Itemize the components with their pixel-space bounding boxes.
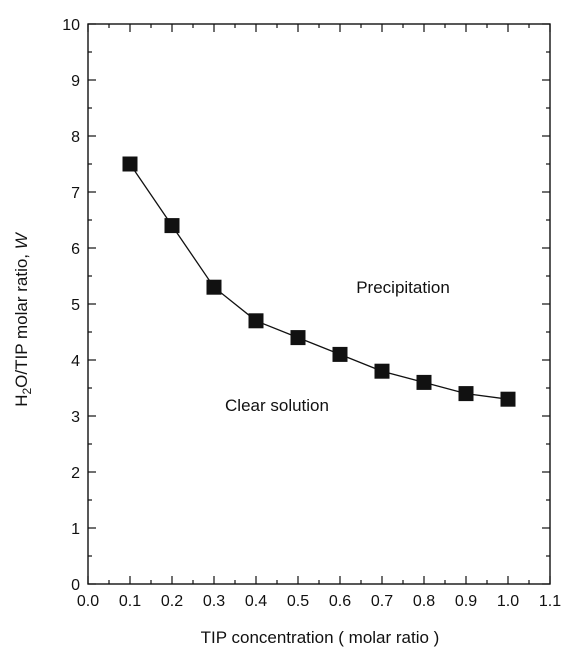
y-axis-label-subscript: 2 <box>20 388 34 395</box>
x-tick-label: 0.1 <box>119 593 141 610</box>
y-tick-label: 3 <box>71 409 80 426</box>
x-tick-label: 0.9 <box>455 593 477 610</box>
y-tick-label: 1 <box>71 521 80 538</box>
x-tick-label: 0.4 <box>245 593 267 610</box>
annotation-precipitation: Precipitation <box>356 278 450 297</box>
y-tick-label: 0 <box>71 577 80 594</box>
data-point <box>164 218 180 234</box>
data-point <box>416 374 432 390</box>
annotation-clear-solution: Clear solution <box>225 396 329 415</box>
y-tick-labels: 0 1 2 3 4 5 6 7 8 9 10 <box>62 17 80 594</box>
x-tick-label: 0.3 <box>203 593 225 610</box>
data-point <box>458 386 474 402</box>
y-tick-label: 10 <box>62 17 80 34</box>
y-axis-label: H2O/TIP molar ratio, W <box>12 231 34 407</box>
y-axis-label-prefix: H <box>12 395 31 407</box>
y-tick-label: 9 <box>71 73 80 90</box>
x-tick-labels: 0.0 0.1 0.2 0.3 0.4 0.5 0.6 0.7 0.8 0.9 1.0 1.1 <box>77 593 561 610</box>
plot-frame <box>87 23 551 585</box>
y-tick-label: 5 <box>71 297 80 314</box>
x-tick-label: 0.2 <box>161 593 183 610</box>
axis-ticks <box>87 23 551 585</box>
data-point <box>374 363 390 379</box>
data-point <box>122 156 138 172</box>
x-tick-label: 1.1 <box>539 593 561 610</box>
x-tick-label: 0.0 <box>77 593 99 610</box>
y-axis-label-middle: O/TIP molar ratio, <box>12 249 31 388</box>
y-tick-label: 6 <box>71 241 80 258</box>
data-point <box>332 346 348 362</box>
y-tick-label: 4 <box>71 353 80 370</box>
data-point <box>248 313 264 329</box>
data-point <box>290 330 306 346</box>
series-line <box>129 163 509 400</box>
x-tick-label: 1.0 <box>497 593 519 610</box>
x-tick-label: 0.8 <box>413 593 435 610</box>
x-tick-label: 0.6 <box>329 593 351 610</box>
x-tick-label: 0.7 <box>371 593 393 610</box>
y-tick-label: 2 <box>71 465 80 482</box>
y-tick-label: 7 <box>71 185 80 202</box>
x-axis-label: TIP concentration ( molar ratio ) <box>201 628 440 647</box>
x-tick-label: 0.5 <box>287 593 309 610</box>
data-markers <box>122 156 516 407</box>
y-axis-label-italic: W <box>12 231 31 249</box>
data-point <box>206 279 222 295</box>
data-point <box>500 391 516 407</box>
y-tick-label: 8 <box>71 129 80 146</box>
